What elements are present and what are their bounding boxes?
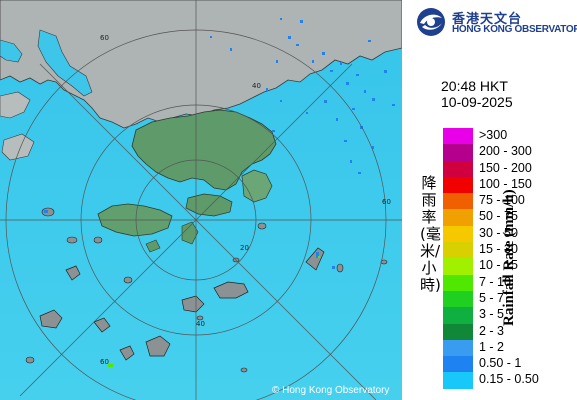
west-island <box>1 133 35 161</box>
legend-swatch <box>443 258 473 275</box>
legend-label: 2 - 3 <box>479 323 505 338</box>
legend-label: >300 <box>479 128 508 142</box>
range-ring-labels: 60 60 60 40 20 40 <box>100 34 391 366</box>
eastern-island <box>305 247 325 271</box>
legend-labels: >300 200 - 300 150 - 200 100 - 150 75 - 100 5… <box>479 127 539 388</box>
ring-label: 60 <box>100 358 109 366</box>
wanshan-island-2 <box>181 295 205 313</box>
ring-label: 60 <box>382 198 391 206</box>
logo-english-name: HONG KONG OBSERVATORY <box>452 24 577 35</box>
legend-label: 10 - 15 <box>479 258 518 273</box>
observatory-logo[interactable]: 香港天文台 HONG KONG OBSERVATORY <box>414 6 577 40</box>
legend-label: 150 - 200 <box>479 160 532 175</box>
legend-swatch <box>443 339 473 357</box>
ring-label: 40 <box>252 82 261 90</box>
legend-swatch <box>443 242 473 259</box>
west-coast-land <box>0 91 31 119</box>
moderate-rain-echoes <box>108 256 320 367</box>
wanshan-island-7 <box>65 265 81 281</box>
legend-swatch <box>443 307 473 324</box>
lamma-island <box>181 221 199 245</box>
estuary-channel <box>37 29 93 97</box>
ring-label: 40 <box>196 320 205 328</box>
legend-label: 100 - 150 <box>479 176 532 191</box>
wanshan-island-4 <box>145 335 171 357</box>
legend-label: 200 - 300 <box>479 144 532 159</box>
wanshan-island-1 <box>213 281 249 299</box>
wanshan-island-3 <box>39 309 63 329</box>
legend-swatch <box>443 356 473 373</box>
legend-swatch <box>443 274 473 291</box>
mainland-landmass <box>0 0 402 129</box>
observation-time: 20:48 HKT <box>441 78 508 94</box>
radar-map-svg: 60 60 60 40 20 40 <box>0 0 402 400</box>
legend-swatch <box>443 128 473 145</box>
cheung-chau <box>145 239 161 253</box>
logo-chinese-name: 香港天文台 <box>452 12 523 27</box>
legend-title-english: Rainfall Rate (mm/h) <box>501 189 517 326</box>
observation-date: 10-09-2025 <box>441 94 513 110</box>
wanshan-island-6 <box>119 345 135 361</box>
legend-label: 0.15 - 0.50 <box>479 372 539 387</box>
hong-kong-island <box>185 193 233 217</box>
legend-swatch <box>443 176 473 194</box>
legend-swatch <box>443 290 473 308</box>
ring-label: 20 <box>240 244 249 252</box>
legend-label: 75 - 100 <box>479 193 525 208</box>
legend-label: 15 - 30 <box>479 242 518 257</box>
copyright-text: © Hong Kong Observatory <box>272 385 390 396</box>
estuary-channel-west <box>0 39 23 63</box>
legend-swatch <box>443 193 473 210</box>
range-rings <box>0 0 402 400</box>
rain-echoes <box>44 18 395 269</box>
wanshan-island-5 <box>93 317 111 333</box>
legend-label: 5 - 7 <box>479 290 505 305</box>
legend-label: 0.50 - 1 <box>479 356 522 371</box>
legend-panel: 香港天文台 HONG KONG OBSERVATORY 20:48 HKT 10… <box>402 0 577 400</box>
radar-map[interactable]: 60 60 60 40 20 40 © Hong Kong Observator… <box>0 0 402 400</box>
legend-label: 3 - 5 <box>479 307 505 322</box>
legend-label: 1 - 2 <box>479 339 505 354</box>
legend-swatch <box>443 160 473 177</box>
hong-kong-sai-kung <box>241 169 273 203</box>
legend-label: 7 - 10 <box>479 274 511 289</box>
legend-swatch <box>443 323 473 340</box>
legend-title-chinese: 降雨率(毫米/小時) <box>420 174 441 294</box>
legend-label: 50 - 75 <box>479 209 518 224</box>
legend-swatches <box>443 128 473 389</box>
legend-swatch <box>443 225 473 243</box>
observatory-emblem-icon <box>417 8 445 36</box>
legend-swatch <box>443 372 473 389</box>
legend-swatch <box>443 209 473 226</box>
legend-swatch <box>443 144 473 161</box>
legend-label: 30 - 50 <box>479 225 518 240</box>
ring-label: 60 <box>100 34 109 42</box>
